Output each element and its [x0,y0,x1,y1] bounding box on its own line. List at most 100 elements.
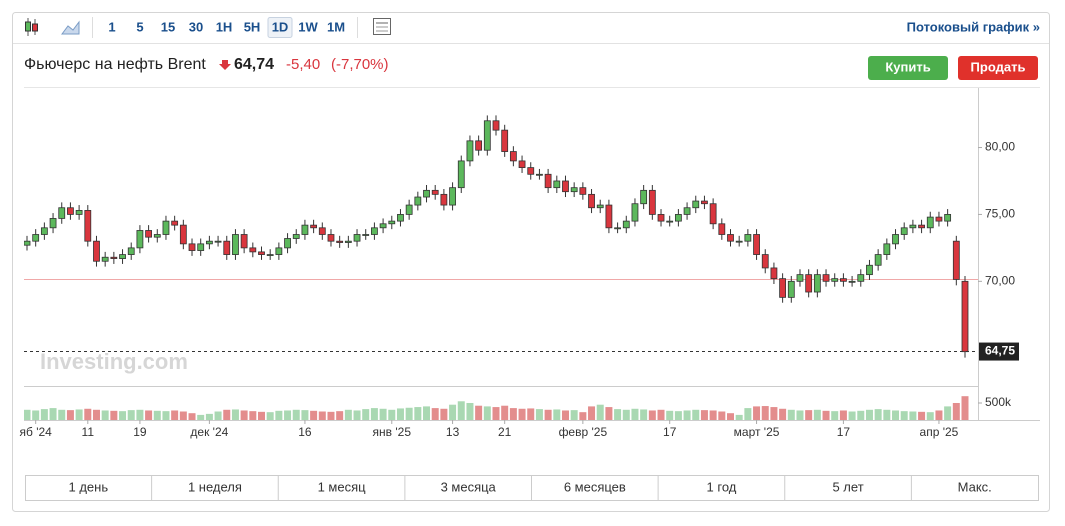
interval-button[interactable]: 1D [272,19,289,34]
stream-link[interactable]: Потоковый график » [907,19,1040,34]
volume-bar [24,409,31,420]
range-button[interactable]: 3 месяца [441,479,497,494]
volume-bar [640,409,648,420]
plot [24,115,978,420]
candle-body [188,243,196,251]
candle-body [926,216,934,229]
volume-bar [292,409,300,420]
volume-bar [779,408,787,420]
x-tick-label: 13 [446,425,460,439]
volume-bar [935,410,943,420]
volume-bar [961,396,969,420]
volume-bar [396,408,404,420]
interval-button[interactable]: 1W [298,19,318,34]
interval-button[interactable]: 1 [108,19,115,34]
table-icon[interactable] [373,18,391,35]
volume-bar [492,407,500,420]
candle-body [666,220,674,223]
candle-body [935,216,943,222]
candle-body [596,204,604,209]
candle-icon[interactable] [25,18,38,36]
volume-bar [275,410,283,420]
volume-bar [848,411,856,420]
candle-body [32,234,40,242]
candle-body [622,220,630,229]
interval-button[interactable]: 5 [136,19,143,34]
candle-body [379,223,387,229]
candle-body [284,238,291,249]
volume-bar [666,410,674,420]
candle-body [822,274,830,282]
interval-button[interactable]: 30 [189,19,203,34]
volume-bar [101,410,109,420]
interval-button[interactable]: 1M [327,19,345,34]
volume-bar [266,412,274,420]
volume-bar [318,411,326,420]
x-tick-label: 19 [133,425,147,439]
candle-body [588,193,595,209]
candle-body [405,204,413,215]
range-button[interactable]: 1 день [69,479,109,494]
range-button[interactable]: 1 месяц [318,479,367,494]
candle-body [692,200,700,209]
candle-body [918,224,925,229]
volume-bar [822,410,830,420]
buy-button[interactable] [868,56,948,80]
candle-body [813,274,821,293]
candle-body [301,224,309,235]
range-button[interactable]: Макс. [958,479,992,494]
volume-bar [457,401,465,420]
volume-bar [75,409,83,420]
volume-bar [336,411,344,420]
range-button[interactable]: 5 лет [832,479,863,494]
candle-body [371,227,378,235]
volume-bar [770,407,778,420]
volume-bar [813,409,821,420]
volume-bar [197,414,205,420]
candle-body [292,234,300,239]
volume-bar [310,410,318,420]
candle-body [397,214,404,222]
volume-bar [605,407,613,420]
volume-bar [405,407,413,420]
volume-bar [127,410,135,420]
candle-body [683,207,691,215]
candle-body [883,243,891,255]
candle-body [761,254,769,269]
x-tick-label: 21 [498,425,512,439]
candle-body [544,173,552,189]
sell-button[interactable] [958,56,1038,80]
volume-bar [483,406,491,420]
range-button[interactable]: 6 месяцев [564,479,626,494]
interval-button[interactable]: 15 [161,19,175,34]
y-tick-label: 80,00 [985,140,1015,154]
interval-button[interactable]: 1H [216,19,233,34]
candle-body [779,278,787,298]
x-tick-label: 17 [663,425,677,439]
y-tick-label: 70,00 [985,273,1015,287]
watermark: Investing.com [40,349,188,374]
volume-bar [501,405,509,420]
range-button[interactable]: 1 неделя [188,479,242,494]
candle-body [67,207,74,215]
range-button[interactable]: 1 год [707,479,737,494]
volume-bar [440,408,448,420]
volume-bar [926,412,934,420]
volume-bar [839,410,847,420]
candle-body [275,247,283,255]
candle-body [75,210,83,215]
candle-body [457,160,465,189]
sell-label[interactable]: Продать [971,59,1026,74]
candle-body [40,227,48,235]
area-icon[interactable] [61,20,80,35]
candle-body [171,220,179,226]
candle-body [24,240,31,246]
volume-bar [449,404,457,420]
volume-bar [110,410,118,420]
interval-button[interactable]: 5H [244,19,261,34]
buy-label[interactable]: Купить [885,59,930,74]
candle-body [145,230,152,238]
candle-body [483,120,491,151]
candle-body [440,193,448,206]
volume-bar [66,410,74,420]
